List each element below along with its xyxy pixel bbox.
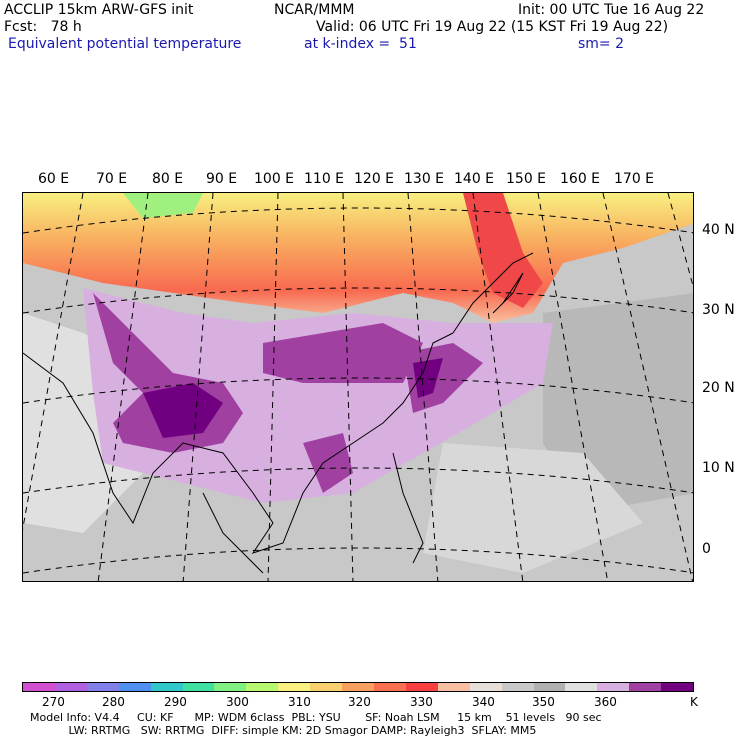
colorbar-swatch (54, 683, 87, 691)
colorbar-swatch (86, 683, 119, 691)
colorbar-swatch (246, 683, 279, 691)
colorbar-label: 290 (164, 695, 187, 709)
lat-label: 0 (702, 541, 711, 557)
colorbar-label: 300 (226, 695, 249, 709)
lat-label: 20 N (702, 380, 735, 396)
lon-label: 150 E (506, 171, 547, 187)
colorbar-swatch (118, 683, 151, 691)
graticule (23, 193, 693, 581)
colorbar-unit: K (690, 695, 698, 709)
pacific-south-field (423, 443, 643, 573)
map-panel (22, 192, 694, 582)
lon-label: 70 E (96, 171, 128, 187)
lat-label: 10 N (702, 460, 735, 476)
forecast-hour: Fcst: 78 h (4, 19, 82, 35)
red-patch (463, 193, 543, 308)
colorbar-label: 310 (288, 695, 311, 709)
colorbar-swatch (597, 683, 630, 691)
colorbar-swatch (405, 683, 438, 691)
lon-label: 90 E (206, 171, 238, 187)
colorbar-label: 360 (594, 695, 617, 709)
colorbar-swatch (23, 683, 55, 691)
theta-e-map (23, 193, 693, 581)
model-title: ACCLIP 15km ARW-GFS init (4, 2, 194, 18)
lat-label: 30 N (702, 302, 735, 318)
lon-label: 130 E (404, 171, 445, 187)
lon-label: 100 E (254, 171, 295, 187)
colorbar-label: 280 (102, 695, 125, 709)
colorbar-swatch (565, 683, 598, 691)
china-purple-region (263, 323, 423, 383)
colorbar-swatch (214, 683, 247, 691)
colorbar-swatch (278, 683, 311, 691)
model-info-line1: Model Info: V4.4 CU: KF MP: WDM 6class P… (30, 711, 602, 724)
coastlines (23, 252, 534, 574)
colorbar-swatch (437, 683, 470, 691)
lon-label: 60 E (38, 171, 70, 187)
colorbar-swatch (501, 683, 534, 691)
dark-purple-core (413, 358, 443, 398)
lon-label: 160 E (560, 171, 601, 187)
colorbar (22, 682, 694, 692)
dark-purple-core (143, 383, 223, 438)
colorbar-swatch (182, 683, 215, 691)
colorbar-label: 320 (348, 695, 371, 709)
institution-label: NCAR/MMM (274, 2, 355, 18)
colorbar-swatch (533, 683, 566, 691)
smoothing-label: sm= 2 (578, 36, 625, 52)
colorbar-label: 330 (410, 695, 433, 709)
lon-label: 170 E (614, 171, 655, 187)
field-name: Equivalent potential temperature (8, 36, 242, 52)
colorbar-swatch (150, 683, 183, 691)
colorbar-swatch (342, 683, 374, 691)
lon-label: 110 E (304, 171, 345, 187)
colorbar-label: 350 (532, 695, 555, 709)
colorbar-swatch (469, 683, 502, 691)
colorbar-swatch (661, 683, 694, 691)
indochina-purple-region (303, 433, 353, 493)
colorbar-label: 340 (472, 695, 495, 709)
level-label: at k-index = 51 (304, 36, 417, 52)
lon-label: 80 E (152, 171, 184, 187)
colorbar-swatch (310, 683, 343, 691)
colorbar-swatch (373, 683, 406, 691)
valid-time: Valid: 06 UTC Fri 19 Aug 22 (15 KST Fri … (316, 19, 669, 35)
green-patch (123, 193, 203, 218)
colorbar-label: 270 (42, 695, 65, 709)
init-time: Init: 00 UTC Tue 16 Aug 22 (518, 2, 705, 18)
lon-label: 140 E (454, 171, 495, 187)
lon-label: 120 E (354, 171, 395, 187)
colorbar-swatch (629, 683, 662, 691)
lat-label: 40 N (702, 222, 735, 238)
model-info-line2: LW: RRTMG SW: RRTMG DIFF: simple KM: 2D … (30, 724, 537, 737)
